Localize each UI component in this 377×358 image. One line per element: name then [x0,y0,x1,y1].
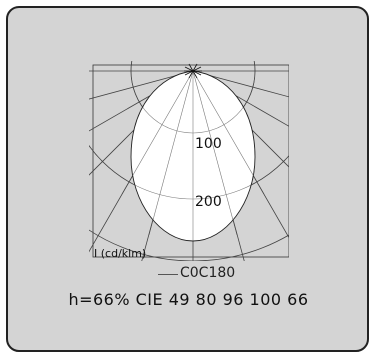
plot-frame [92,64,289,258]
scale-label-100: 100 [195,136,222,152]
efficiency-stats: h=66% CIE 49 80 96 100 66 [68,290,309,309]
unit-label: I (cd/klm) [94,247,146,260]
legend-label: C0C180 [180,265,236,281]
origin-mark [184,63,202,79]
legend-line-sample [158,274,178,275]
scale-label-200: 200 [195,194,222,210]
polar-intensity-diagram: 100 200 I (cd/klm) [89,61,289,261]
